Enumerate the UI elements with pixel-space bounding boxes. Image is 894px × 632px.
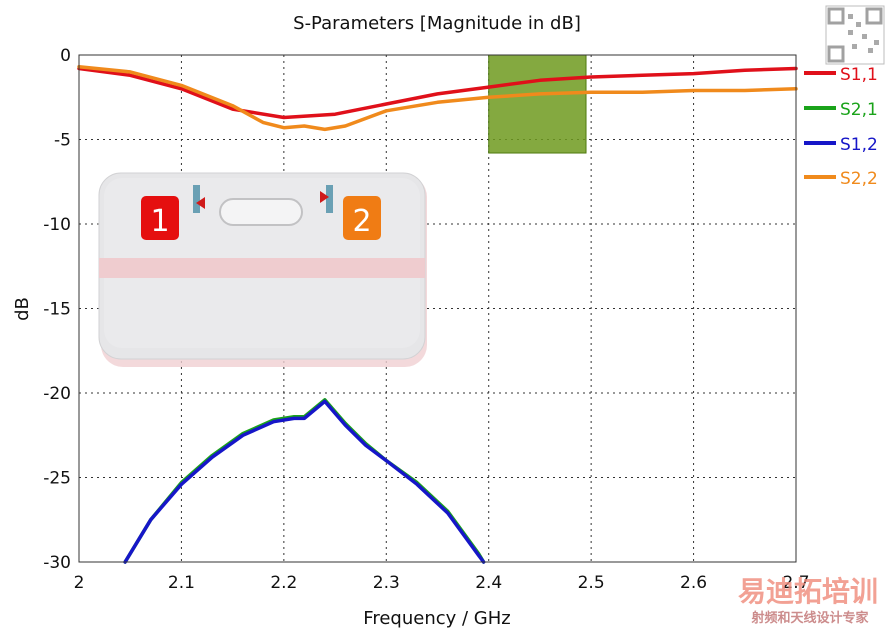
chart-title: S-Parameters [Magnitude in dB] bbox=[293, 13, 581, 34]
qr-code-watermark bbox=[825, 5, 885, 65]
x-tick-label: 2.7 bbox=[782, 573, 809, 593]
x-tick-labels: 2 2.1 2.2 2.3 2.4 2.5 2.6 2.7 bbox=[74, 573, 810, 593]
series-lines bbox=[77, 65, 798, 564]
x-tick-label: 2.1 bbox=[168, 573, 195, 593]
x-axis-label: Frequency / GHz bbox=[363, 608, 510, 629]
x-tick-label: 2.2 bbox=[270, 573, 297, 593]
watermark-tagline: 射频和天线设计专家 bbox=[750, 610, 869, 626]
y-tick-label: -5 bbox=[54, 131, 71, 151]
port2-connector bbox=[326, 185, 333, 213]
legend: S1,1 S2,1 S1,2 S2,2 bbox=[804, 65, 878, 189]
port2-badge bbox=[343, 196, 381, 240]
y-tick-label: -30 bbox=[43, 553, 71, 573]
series-line-s1-1 bbox=[77, 66, 798, 120]
series-line-s1-2 bbox=[123, 399, 486, 564]
x-tick-label: 2 bbox=[74, 573, 85, 593]
x-tick-label: 2.3 bbox=[373, 573, 400, 593]
x-tick-label: 2.5 bbox=[578, 573, 605, 593]
y-tick-label: -15 bbox=[43, 300, 71, 320]
highlight-band bbox=[488, 54, 587, 154]
y-axis-label: dB bbox=[12, 297, 33, 321]
y-tick-label: -25 bbox=[43, 469, 71, 489]
port1-label: 1 bbox=[150, 204, 169, 239]
port2-label: 2 bbox=[352, 204, 371, 239]
display-window bbox=[219, 198, 303, 226]
y-tick-label: -20 bbox=[43, 384, 71, 404]
device-inset: 1 2 bbox=[98, 172, 427, 367]
port2-marker bbox=[320, 191, 329, 203]
y-tick-label: 0 bbox=[60, 46, 71, 66]
y-tick-labels: 0 -5 -10 -15 -20 -25 -30 bbox=[43, 46, 71, 573]
y-tick-label: -10 bbox=[43, 215, 71, 235]
series-line-s2-2 bbox=[77, 65, 798, 132]
port1-marker bbox=[196, 197, 205, 209]
plot-frame bbox=[78, 54, 797, 563]
legend-entry-label: S2,1 bbox=[840, 100, 878, 120]
watermark-brand: 易迪拓培训 bbox=[738, 575, 878, 608]
port1-connector bbox=[193, 185, 200, 213]
port1-badge bbox=[141, 196, 179, 240]
legend-entry-label: S1,1 bbox=[840, 65, 878, 85]
legend-entry-label: S1,2 bbox=[840, 135, 878, 155]
legend-entry-label: S2,2 bbox=[840, 169, 878, 189]
x-tick-label: 2.4 bbox=[475, 573, 502, 593]
x-tick-label: 2.6 bbox=[680, 573, 707, 593]
highlight-band-rect bbox=[488, 54, 587, 154]
